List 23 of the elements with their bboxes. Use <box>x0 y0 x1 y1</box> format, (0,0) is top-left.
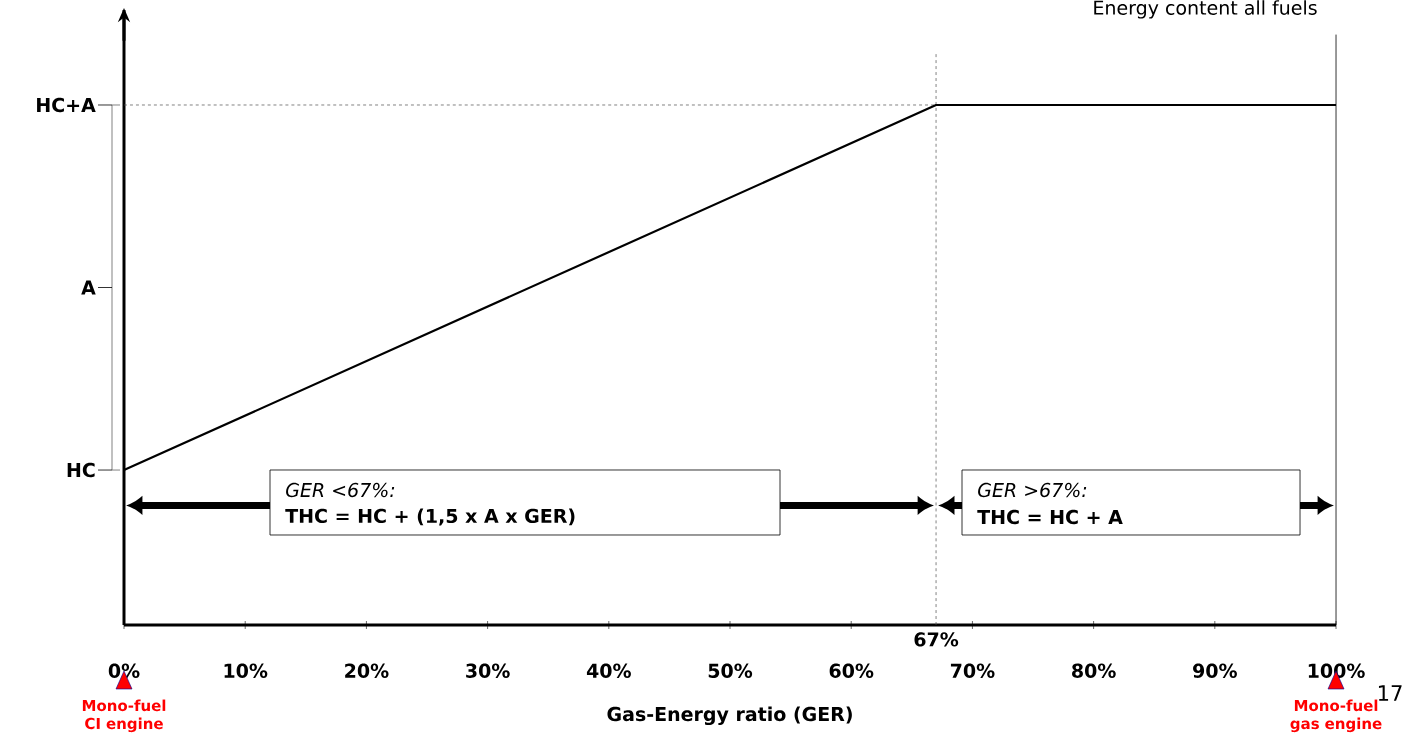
annotation: GER >67%: <box>978 482 1087 498</box>
ref-line-label: 67% <box>914 632 959 647</box>
x-tick-label: 0% <box>108 663 140 678</box>
x-tick-label: 70% <box>950 663 995 678</box>
annotation: GER <67%: <box>286 482 395 498</box>
text: 17 <box>1378 685 1402 701</box>
x-tick-label: 100% <box>1308 663 1365 678</box>
x-tick-label: 40% <box>586 663 631 678</box>
text: A <box>81 280 96 295</box>
x-axis-title: Gas-Energy ratio (GER) <box>607 706 852 726</box>
x-tick-label: 10% <box>224 663 268 678</box>
text: HC+A <box>37 97 96 113</box>
annotation: THC = HC + (1,5 x A x GER) <box>285 508 575 526</box>
annotation: THC = HC + A <box>977 509 1123 525</box>
text: Mono-fuel CI engine <box>82 699 166 733</box>
x-tick-label: 80% <box>1072 663 1116 678</box>
x-tick-label: 60% <box>829 663 874 678</box>
x-tick-label: 90% <box>1193 663 1237 678</box>
text: Energy content all fuels <box>1094 0 1317 19</box>
x-tick-label: 20% <box>345 663 389 678</box>
x-tick-label: 30% <box>466 663 510 678</box>
x-tick-label: 50% <box>708 663 753 678</box>
text: HC <box>67 462 95 478</box>
